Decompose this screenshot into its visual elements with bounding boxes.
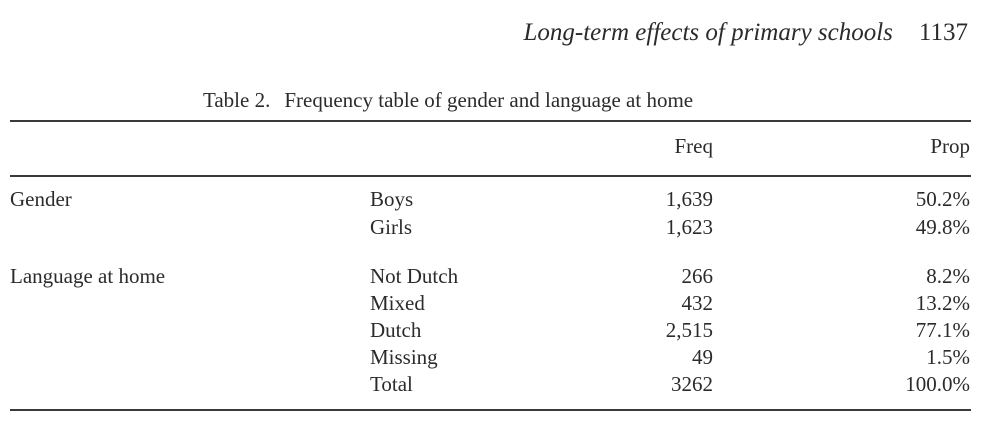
row-prop: 100.0% [905,372,970,396]
row-category: Dutch [370,318,422,342]
row-freq: 1,623 [665,215,713,239]
table-title: Frequency table of gender and language a… [284,88,694,112]
row-prop: 8.2% [926,264,970,288]
table-top-rule [10,120,971,122]
row-freq: 266 [681,264,714,288]
row-prop: 49.8% [915,215,970,239]
table-caption: Table 2. Frequency table of gender and la… [203,88,693,113]
row-freq: 2,515 [665,318,713,342]
row-freq: 3262 [671,372,713,396]
table-bottom-rule [10,409,971,411]
running-head-title: Long-term effects of primary schools [523,19,893,46]
row-prop: 50.2% [915,187,970,211]
page-number: 1137 [918,19,968,46]
row-freq: 432 [681,291,714,315]
row-prop: 13.2% [915,291,970,315]
row-freq: 1,639 [665,187,713,211]
running-head: Long-term effects of primary schools 1137 [524,19,969,47]
row-prop: 77.1% [915,318,970,342]
row-category: Girls [370,215,412,239]
row-group-label: Language at home [10,264,166,288]
column-header-freq: Freq [674,134,714,158]
row-category: Not Dutch [370,264,459,288]
row-freq: 49 [692,345,713,369]
table-header-rule [10,175,971,177]
row-category: Mixed [370,291,425,315]
row-category: Total [370,372,413,396]
table-number: Table 2. [203,88,271,112]
column-header-prop: Prop [930,134,970,158]
row-group-label: Gender [10,187,72,211]
row-category: Missing [370,345,438,369]
row-prop: 1.5% [926,345,970,369]
row-category: Boys [370,187,414,211]
